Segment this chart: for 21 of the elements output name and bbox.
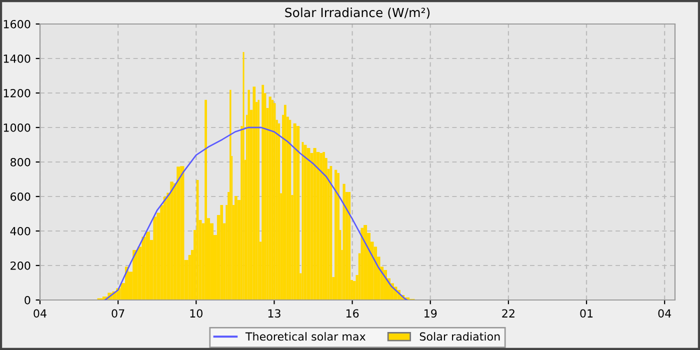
x-tick-label: 04: [34, 309, 46, 318]
x-tick-label: 01: [580, 309, 593, 318]
chart-title: Solar Irradiance (W/m²): [285, 8, 430, 19]
y-tick-label: 1600: [4, 20, 30, 28]
x-tick-label: 16: [346, 309, 359, 318]
x-tick-label: 10: [190, 309, 202, 318]
y-tick-label: 600: [10, 192, 30, 201]
y-tick-label: 400: [10, 226, 30, 236]
y-tick-label: 0: [24, 296, 30, 304]
y-tick-label: 800: [10, 158, 30, 166]
legend-label: Solar radiation: [420, 332, 500, 341]
x-tick-label: 13: [268, 309, 280, 318]
y-tick-label: 1200: [4, 88, 30, 98]
x-tick-label: 19: [424, 309, 437, 318]
x-tick-label: 04: [658, 309, 672, 318]
y-tick-label: 1000: [4, 123, 30, 132]
x-tick-label: 22: [502, 309, 514, 318]
y-tick-label: 200: [10, 261, 30, 270]
x-tick-label: 07: [112, 309, 124, 318]
legend-label: Theoretical solar max: [245, 332, 366, 341]
y-tick-label: 1400: [4, 54, 30, 63]
